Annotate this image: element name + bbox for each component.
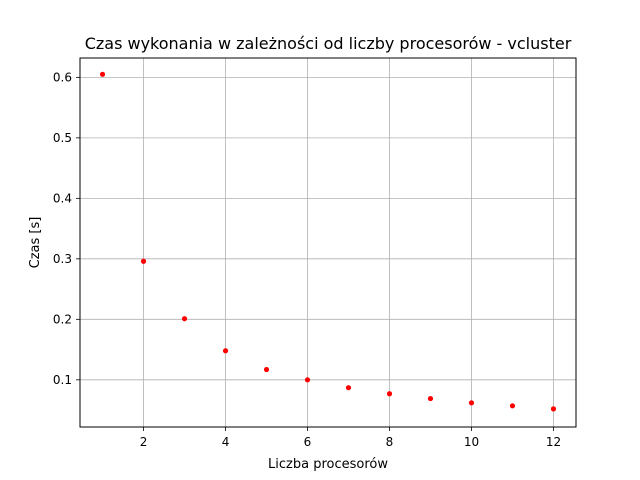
x-axis-label: Liczba procesorów	[268, 457, 388, 472]
data-point	[263, 366, 270, 373]
x-tick-label: 2	[140, 435, 148, 449]
data-point	[304, 377, 311, 383]
y-tick-label: 0.1	[53, 373, 72, 387]
data-point	[509, 403, 516, 409]
y-tick-label: 0.6	[53, 70, 72, 84]
grid-lines	[80, 58, 576, 427]
x-tick-label: 8	[386, 435, 394, 449]
data-point	[345, 385, 352, 391]
data-point	[550, 406, 557, 412]
x-tick-label: 12	[546, 435, 561, 449]
data-point	[99, 71, 106, 77]
chart-title: Czas wykonania w zależności od liczby pr…	[85, 34, 572, 53]
x-tick-label: 10	[464, 435, 479, 449]
data-point	[181, 316, 188, 322]
data-point	[222, 348, 229, 354]
x-tick-label: 4	[222, 435, 230, 449]
y-tick-label: 0.3	[53, 252, 72, 266]
y-tick-label: 0.4	[53, 191, 72, 205]
data-point	[140, 258, 147, 264]
x-tick-label: 6	[304, 435, 312, 449]
data-point	[427, 395, 434, 402]
axis-ticks: 2 4 6 8 10 12 0.1 0.2 0.3 0.4 0.5 0.6	[53, 70, 561, 449]
data-point	[386, 391, 393, 397]
data-point	[468, 400, 475, 406]
y-axis-label: Czas [s]	[28, 217, 43, 269]
plot-area-frame	[79, 57, 577, 428]
y-tick-label: 0.2	[53, 312, 72, 326]
data-points	[99, 71, 557, 412]
y-tick-label: 0.5	[53, 131, 72, 145]
